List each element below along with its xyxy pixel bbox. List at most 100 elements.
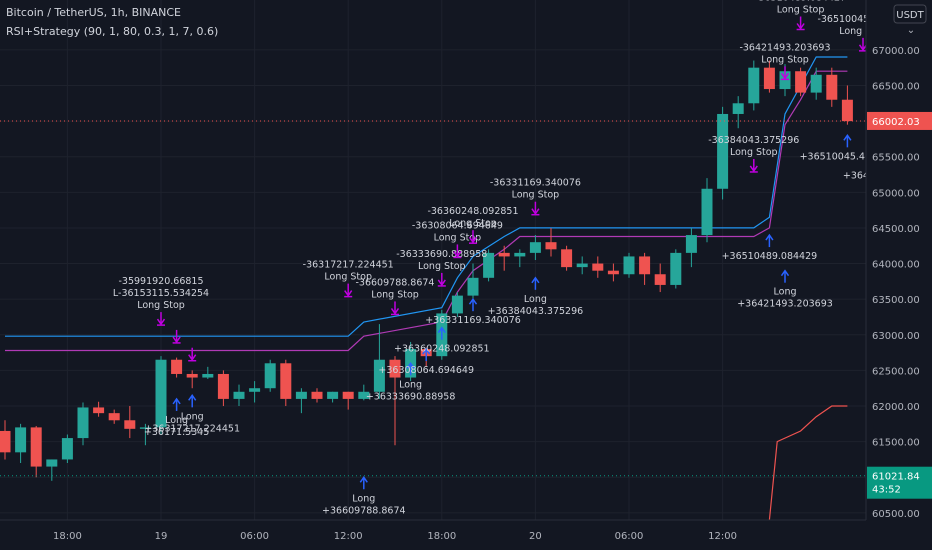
candle-body: [171, 359, 183, 374]
candle[interactable]: [280, 359, 292, 407]
candle[interactable]: [732, 96, 744, 129]
candle[interactable]: [327, 391, 339, 403]
stop-signal-label: Long Stop: [418, 261, 466, 272]
symbol-title: Bitcoin / TetherUS, 1h, BINANCE: [6, 6, 181, 19]
stop-signal-label: -36510045.435676: [817, 14, 908, 25]
last-price-badge: [867, 111, 932, 130]
candle[interactable]: [311, 388, 323, 403]
candle[interactable]: [139, 423, 151, 446]
long-signal: Long+36421493.203693: [737, 269, 833, 310]
candle[interactable]: [483, 249, 495, 282]
price-tick-label: 63500.00: [872, 295, 920, 306]
candle[interactable]: [171, 357, 183, 378]
candle[interactable]: [389, 356, 401, 446]
candle[interactable]: [217, 370, 229, 407]
candle[interactable]: [576, 256, 588, 275]
candle[interactable]: [358, 384, 370, 401]
stop-signal-label: Long Stop: [434, 232, 482, 243]
candle[interactable]: [654, 263, 666, 293]
candle[interactable]: [93, 401, 105, 417]
candle[interactable]: [124, 406, 136, 439]
long-signal: +36510489.084429: [722, 233, 817, 262]
long-signal-label: +36317217.224451: [144, 423, 240, 434]
stop-signal-label: -35991920.66815: [118, 276, 203, 287]
candle-body: [592, 263, 604, 271]
long-arrow-icon: [172, 397, 181, 405]
candle[interactable]: [623, 252, 635, 278]
candle[interactable]: [30, 425, 42, 478]
candle[interactable]: [685, 227, 697, 268]
candles[interactable]: [0, 60, 853, 481]
candle[interactable]: [249, 381, 261, 403]
candle[interactable]: [498, 245, 510, 271]
candle-body: [327, 391, 339, 399]
stop-signal-label: -36360248.092851: [427, 206, 518, 217]
candle-body: [30, 427, 42, 467]
candle-body: [373, 359, 385, 392]
candle-body: [108, 413, 120, 421]
candle-body: [186, 373, 198, 378]
candle[interactable]: [202, 366, 214, 379]
time-scale[interactable]: [0, 520, 932, 550]
candle[interactable]: [61, 434, 73, 464]
stop-arrow-icon: [390, 307, 400, 315]
candle-body: [295, 391, 307, 399]
candle[interactable]: [342, 391, 354, 410]
candle[interactable]: [545, 227, 557, 257]
stop-signal-label: Long Stop: [449, 218, 497, 229]
candle-body: [249, 388, 261, 392]
candle[interactable]: [826, 67, 838, 107]
candle[interactable]: [701, 178, 713, 243]
candle[interactable]: [607, 263, 619, 282]
strategy-title: RSI+Strategy (90, 1, 80, 0.3, 1, 7, 0.6): [6, 25, 218, 38]
candle[interactable]: [467, 263, 479, 300]
candle[interactable]: [763, 60, 775, 93]
candle[interactable]: [155, 356, 167, 435]
candle[interactable]: [264, 359, 276, 392]
candle[interactable]: [841, 85, 853, 125]
candle[interactable]: [373, 324, 385, 399]
time-tick-label: 06:00: [240, 531, 269, 542]
candle[interactable]: [108, 409, 120, 424]
candle[interactable]: [0, 420, 11, 460]
stop-signal-label: Long Stop: [761, 54, 809, 65]
candle[interactable]: [561, 245, 573, 271]
long-signal: +36331169.340076: [425, 297, 521, 326]
candle[interactable]: [639, 252, 651, 285]
candle[interactable]: [77, 402, 89, 446]
candle[interactable]: [670, 249, 682, 289]
candle[interactable]: [748, 60, 760, 111]
long-signal-label: +36510045.435676: [800, 151, 896, 162]
candle-body: [732, 103, 744, 114]
candle[interactable]: [186, 370, 198, 389]
candle[interactable]: [15, 423, 27, 464]
candle[interactable]: [295, 388, 307, 414]
price-scale[interactable]: [866, 0, 932, 520]
candle-body: [576, 263, 588, 268]
currency-button[interactable]: [893, 4, 927, 24]
candle[interactable]: [717, 106, 729, 200]
candle[interactable]: [529, 235, 541, 260]
price-tick-label: 67000.00: [872, 46, 920, 57]
candle[interactable]: [514, 249, 526, 268]
scale-menu-icon[interactable]: ⌄: [907, 25, 915, 36]
candle[interactable]: [46, 459, 58, 481]
candle-body: [93, 407, 105, 414]
candle-body: [748, 67, 760, 104]
candle[interactable]: [233, 384, 245, 407]
candle-body: [77, 407, 89, 439]
candle[interactable]: [451, 292, 463, 317]
stop-signal-label: Long Stop: [512, 190, 560, 201]
stop-signal-label: -36317217.224451: [303, 260, 394, 271]
price-tick-label: 63000.00: [872, 331, 920, 342]
low-price-badge: [867, 466, 932, 499]
candle[interactable]: [810, 67, 822, 100]
candle[interactable]: [592, 256, 604, 278]
stop-signal-label: -36421493.203693: [739, 42, 830, 53]
candle[interactable]: [795, 67, 807, 97]
long-arrow-icon: [437, 326, 446, 334]
